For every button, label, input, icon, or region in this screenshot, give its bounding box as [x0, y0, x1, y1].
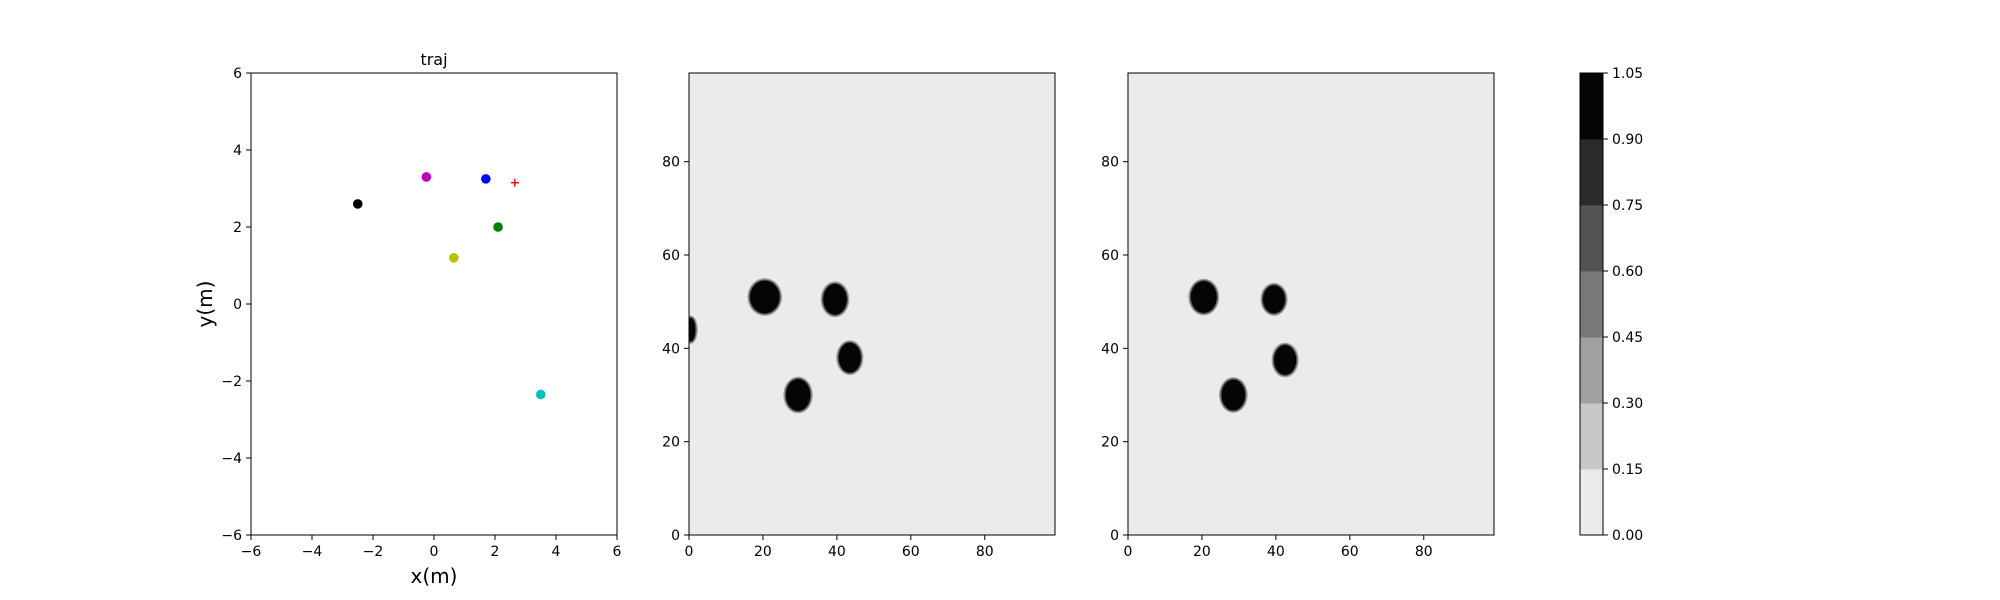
colorbar-tick-label: 0.90 — [1612, 132, 1643, 148]
y-tick-label: 0 — [1110, 528, 1119, 544]
obstacle-blob — [838, 342, 861, 373]
colorbar-segment — [1580, 271, 1603, 338]
chart-title: traj — [420, 50, 447, 69]
y-tick-label: 80 — [662, 155, 680, 171]
colorbar-segment — [1580, 403, 1603, 470]
obstacle-blob — [1221, 379, 1246, 411]
y-tick-label: 6 — [233, 66, 242, 82]
x-tick-label: −2 — [363, 544, 384, 560]
y-tick-label: 60 — [662, 248, 680, 264]
x-tick-label: 40 — [1267, 544, 1285, 560]
x-tick-label: −6 — [241, 544, 262, 560]
y-axis-label: y(m) — [193, 281, 217, 328]
colorbar-segment — [1580, 73, 1603, 140]
trajectory-axes: −6 −4 −2 0 2 4 6 −6 −4 −2 0 2 4 6 traj x(m) y(m) — [193, 50, 622, 588]
obstacle-layer — [1188, 278, 1299, 413]
agent-point — [421, 172, 432, 182]
colorbar-frame — [1579, 72, 1604, 536]
colorbar-segment — [1580, 139, 1603, 206]
heatmap-background — [1128, 73, 1494, 535]
heatmap-axes-2: 0 20 40 60 80 0 20 40 60 80 — [1101, 72, 1495, 560]
agent-point — [449, 252, 459, 263]
colorbar-segment — [1580, 205, 1603, 272]
y-tick-label: 20 — [662, 435, 680, 451]
obstacle-blob — [1262, 285, 1286, 314]
y-tick-label: 0 — [671, 528, 680, 544]
obstacle-blob — [750, 280, 780, 314]
axes-frame — [1127, 72, 1495, 536]
agent-point — [535, 389, 546, 400]
y-tick-label: −4 — [221, 451, 242, 467]
y-tick-label: 60 — [1101, 248, 1119, 264]
colorbar-segment — [1580, 337, 1603, 404]
x-tick-label: 80 — [1415, 544, 1433, 560]
y-tick-label: 2 — [233, 220, 242, 236]
axes-frame — [688, 72, 1056, 536]
x-tick-label: −4 — [302, 544, 323, 560]
x-tick-label: 20 — [754, 544, 772, 560]
agent-point — [352, 199, 363, 209]
x-tick-label: 0 — [1124, 544, 1133, 560]
y-tick-label: 40 — [1101, 341, 1119, 357]
y-tick-label: 20 — [1101, 435, 1119, 451]
heatmap-background — [689, 73, 1055, 535]
obstacle-blob — [785, 379, 811, 411]
y-tick-label: 4 — [233, 143, 242, 159]
obstacle-blob — [823, 283, 847, 315]
y-tick-label: −6 — [221, 528, 242, 544]
x-tick-label: 0 — [685, 544, 694, 560]
colorbar-tick-label: 0.60 — [1612, 264, 1643, 280]
x-tick-label: 4 — [552, 544, 561, 560]
y-tick-label: 0 — [233, 297, 242, 313]
x-axis-label: x(m) — [411, 564, 458, 588]
agent-point — [481, 174, 491, 184]
y-tick-label: 80 — [1101, 155, 1119, 171]
obstacle-layer — [689, 278, 864, 414]
x-tick-label: 20 — [1193, 544, 1211, 560]
obstacle-blob — [689, 318, 696, 342]
colorbar-tick-label: 0.45 — [1612, 330, 1643, 346]
x-tick-label: 6 — [613, 544, 622, 560]
goal-marker — [510, 178, 519, 187]
x-tick-label: 60 — [1341, 544, 1359, 560]
colorbar-tick-label: 1.05 — [1612, 66, 1643, 82]
y-tick-label: −2 — [221, 374, 242, 390]
obstacle-blob — [1274, 345, 1297, 375]
obstacle-blob — [1190, 281, 1217, 313]
x-tick-label: 2 — [491, 544, 500, 560]
plot-area — [251, 73, 617, 535]
colorbar-tick-label: 0.00 — [1612, 528, 1643, 544]
agent-point — [493, 222, 503, 232]
x-tick-label: 40 — [828, 544, 846, 560]
colorbar-segment — [1580, 469, 1603, 536]
colorbar: 0.00 0.15 0.30 0.45 0.60 0.75 0.90 1.05 — [1579, 66, 1643, 544]
x-tick-label: 60 — [902, 544, 920, 560]
x-tick-label: 80 — [976, 544, 994, 560]
y-tick-label: 40 — [662, 341, 680, 357]
x-tick-label: 0 — [430, 544, 439, 560]
colorbar-tick-label: 0.15 — [1612, 462, 1643, 478]
heatmap-axes-1: 0 20 40 60 80 0 20 40 60 80 — [662, 72, 1056, 560]
colorbar-tick-label: 0.75 — [1612, 198, 1643, 214]
colorbar-tick-label: 0.30 — [1612, 396, 1643, 412]
